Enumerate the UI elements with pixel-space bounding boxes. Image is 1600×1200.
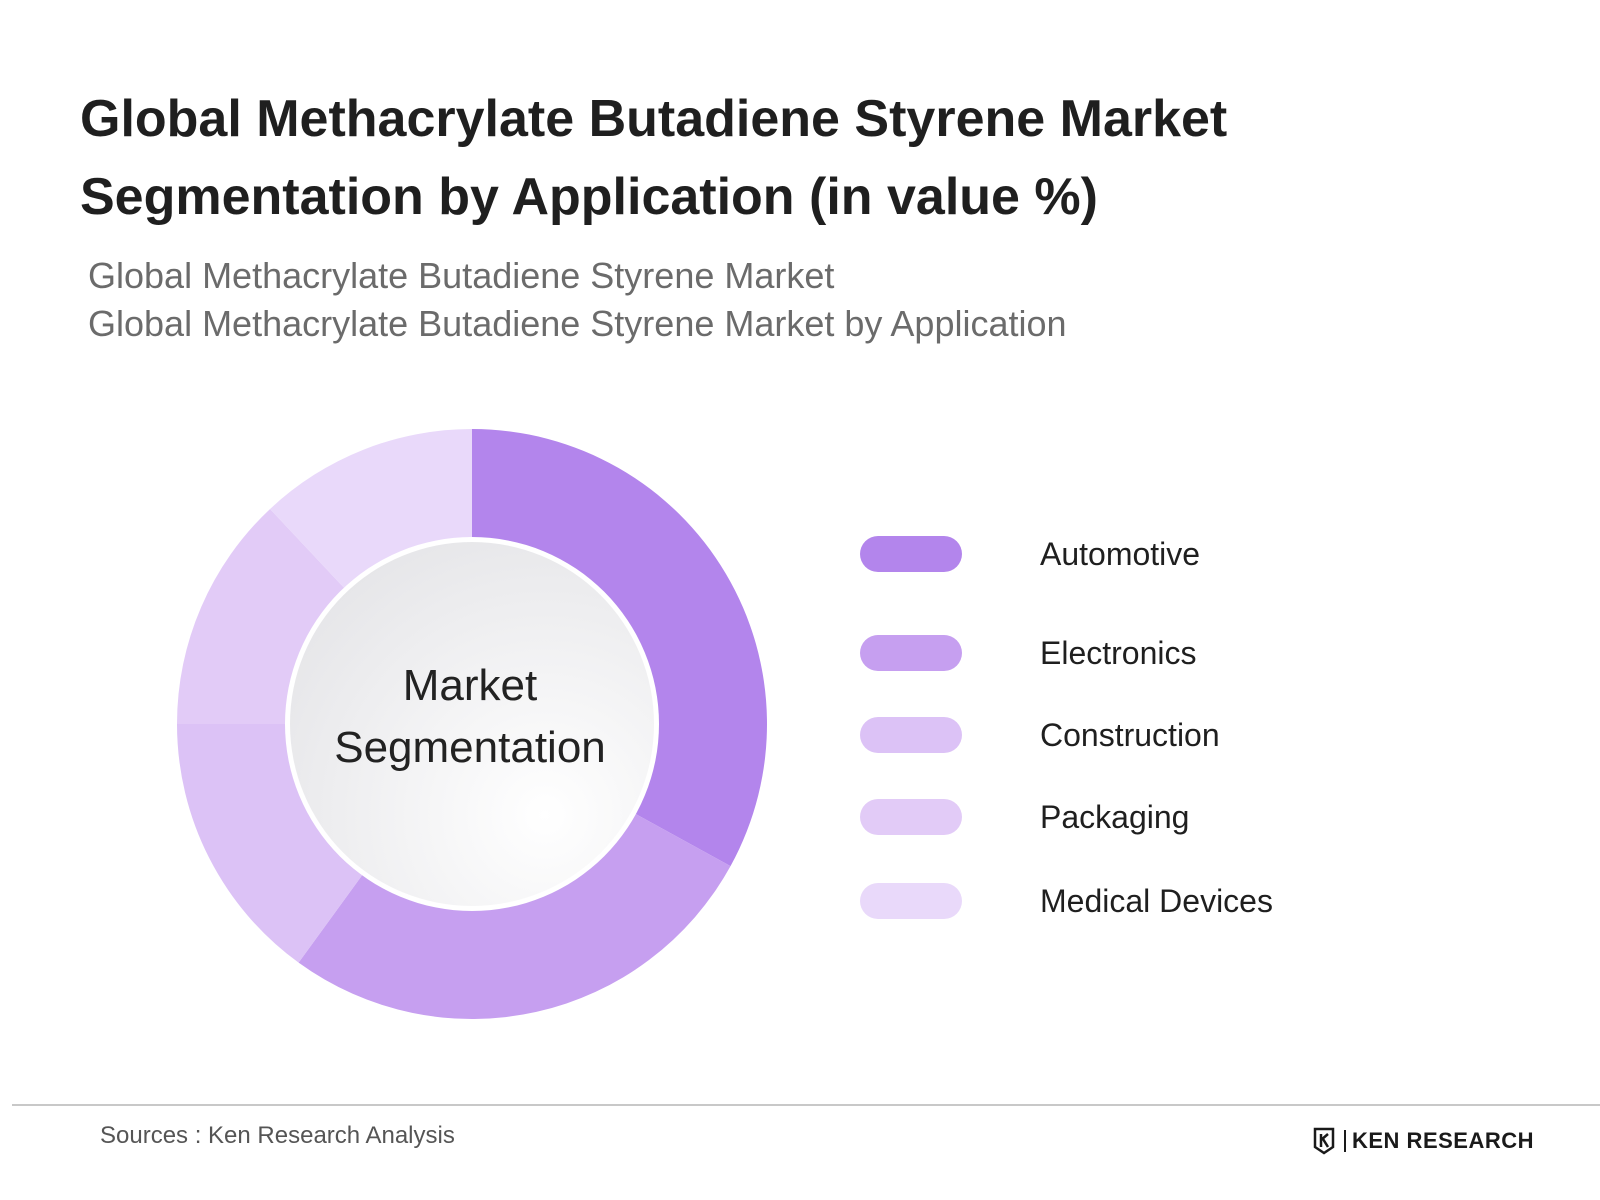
ken-research-logo: KEN RESEARCH xyxy=(1312,1126,1534,1156)
donut-slice-packaging xyxy=(177,508,356,724)
donut-slice-electronics xyxy=(298,805,731,1019)
legend-swatch xyxy=(860,799,962,835)
legend-swatch xyxy=(860,536,962,572)
legend-item-electronics: Electronics xyxy=(860,635,1360,675)
center-label-line: Segmentation xyxy=(334,723,606,772)
legend-label: Construction xyxy=(1040,717,1220,753)
logo-text: KEN RESEARCH xyxy=(1344,1130,1534,1152)
donut-slice-automotive xyxy=(472,429,767,867)
chart-subtitle: Global Methacrylate Butadiene Styrene Ma… xyxy=(88,252,1067,348)
footer-divider xyxy=(12,1104,1600,1106)
legend-swatch xyxy=(860,635,962,671)
legend-label: Medical Devices xyxy=(1040,883,1273,919)
ken-research-logo-icon xyxy=(1313,1127,1335,1155)
center-label-line: Market xyxy=(402,661,538,710)
legend-label: Packaging xyxy=(1040,799,1190,835)
legend-swatch xyxy=(860,717,962,753)
legend-swatch xyxy=(860,883,962,919)
source-note: Sources : Ken Research Analysis xyxy=(100,1122,455,1149)
legend-label: Automotive xyxy=(1040,536,1201,572)
legend-item-packaging: Packaging xyxy=(860,799,1360,839)
donut-center-fill xyxy=(290,542,654,906)
legend-item-construction: Construction xyxy=(860,717,1360,757)
center-label: Market Segmentation xyxy=(280,655,660,779)
legend-item-automotive: Automotive xyxy=(860,536,1360,576)
subtitle-line: Global Methacrylate Butadiene Styrene Ma… xyxy=(88,255,835,296)
donut-slice-construction xyxy=(177,724,373,963)
legend-item-medical-devices: Medical Devices xyxy=(860,883,1360,923)
subtitle-line: Global Methacrylate Butadiene Styrene Ma… xyxy=(88,303,1067,344)
legend-label: Electronics xyxy=(1040,635,1197,671)
chart-title: Global Methacrylate Butadiene Styrene Ma… xyxy=(80,90,1228,226)
